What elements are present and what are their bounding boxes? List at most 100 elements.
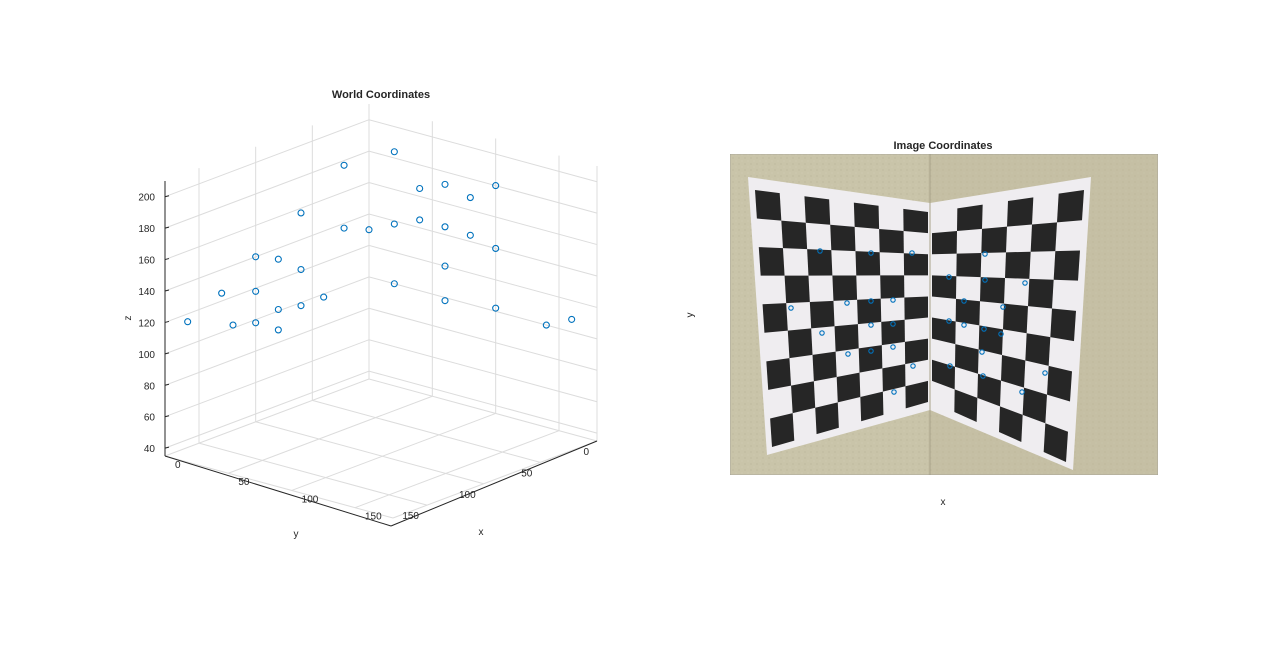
y-tick-label: 0 [583,447,589,458]
image-point [1042,370,1048,376]
z-tick-label: 40 [144,444,156,455]
z-tick [164,258,170,261]
world-point [416,184,424,193]
z-gridline [164,119,598,198]
checker-square [879,228,904,254]
checker-square [1007,197,1034,227]
world-point [441,223,449,231]
world-point [390,280,398,288]
y-axis-line [164,455,392,527]
y-tick-label: 50 [521,468,533,479]
checker-square [932,275,957,299]
x-tick-label: 50 [238,477,250,488]
image-point [961,322,967,328]
checker-square [809,300,835,329]
world-point [252,253,260,261]
checker-square [1047,365,1072,402]
world-point [274,326,282,334]
world-point [297,302,305,310]
image-coordinates-plot: Image Coordinates x y [685,140,1158,508]
world-point [274,305,282,314]
z-tick [164,320,170,323]
z-tick [164,195,170,198]
world-xlabel: x [479,527,484,538]
y-floor-gridline [312,399,541,463]
checker-square [980,277,1005,304]
image-point [890,321,896,327]
image-point [844,300,850,306]
world-point [340,224,348,232]
checker-square [932,359,955,390]
image-plot-title: Image Coordinates [893,140,992,152]
world-point [441,180,449,188]
image-point [788,305,794,311]
checker-square [832,275,858,301]
checker-square [977,373,1001,407]
image-point [868,250,874,256]
checker-square [804,196,831,225]
world-point [184,318,192,326]
checker-square [978,325,1003,355]
image-point [998,331,1004,337]
image-point [890,297,896,303]
y-tick-label: 150 [402,511,419,522]
checker-square [784,275,810,304]
z-tick-label: 120 [138,318,155,329]
z-tick [164,226,170,229]
world-point [297,265,305,274]
checker-square [807,249,833,276]
image-point [1022,280,1028,286]
z-gridline [164,276,598,355]
image-point [868,298,874,304]
checker-square [1022,387,1047,424]
checker-square [781,220,808,250]
world-tick-labels: 40 60 80 100 120 140 160 180 200 0 50 100 150 0 50 100 1… [138,193,589,523]
checker-square [834,324,859,352]
image-point [1019,389,1025,395]
z-gridline [164,339,598,418]
checker-square [1028,278,1054,309]
checker-square [881,319,905,346]
checker-square [932,230,957,255]
world-point [441,262,449,270]
world-point [492,244,500,252]
world-point [274,255,282,263]
z-gridline [164,150,598,229]
world-point [365,226,373,234]
x-floor-gridline [392,440,598,519]
world-points [184,148,576,334]
world-point [416,216,424,224]
z-tick [164,289,170,292]
z-tick-label: 180 [138,224,155,235]
z-gridline [164,307,598,386]
image-point [910,363,916,369]
checker-square [999,406,1023,442]
checker-square [1053,250,1080,281]
world-gridlines [164,104,598,519]
checker-square [787,328,813,359]
image-point [1000,304,1006,310]
z-tick-label: 200 [138,193,155,204]
world-zlabel: z [123,316,134,321]
image-point [868,348,874,354]
x-tick-label: 0 [175,460,181,471]
image-point [845,351,851,357]
x-floor-gridline [228,395,433,474]
world-point [492,304,500,312]
image-point [909,250,915,256]
z-tick [164,415,170,418]
checker-square [904,296,928,320]
y-tick-label: 100 [459,490,476,501]
checker-square [766,358,792,390]
checker-square [1043,423,1068,462]
image-point [981,326,987,332]
z-gridline [164,244,598,323]
checker-square [762,303,788,333]
world-point [466,231,474,239]
checker-square [770,413,795,447]
x-tick-label: 150 [365,512,382,523]
image-point [868,322,874,328]
checker-square [1003,303,1028,334]
image-point [979,349,985,355]
